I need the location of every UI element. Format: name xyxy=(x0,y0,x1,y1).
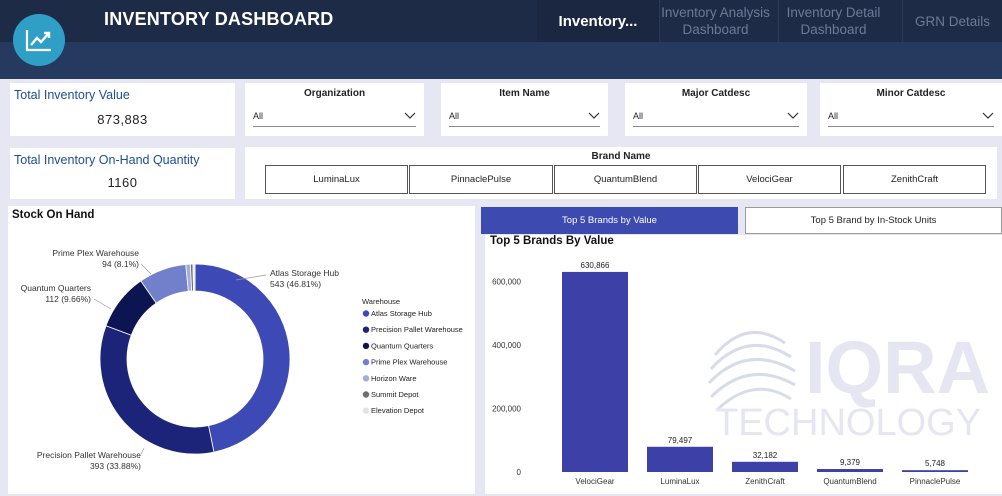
y-tick-label: 0 xyxy=(517,468,522,477)
dropdown-value: All xyxy=(633,110,644,121)
donut-slice[interactable] xyxy=(192,263,196,292)
chart-title: Stock On Hand xyxy=(12,209,95,221)
bar[interactable] xyxy=(902,470,968,472)
tab-grn-details[interactable]: GRN Details xyxy=(902,0,1002,42)
top5-brands-panel: Top 5 Brands By Value IQRA TECHNOLOGY 0 2… xyxy=(485,235,1002,494)
slice-labels: Atlas Storage Hub 543 (46.81%) Prime Ple… xyxy=(21,248,340,471)
filter-label: Minor Catdesc xyxy=(876,88,946,99)
x-tick-label: VelociGear xyxy=(575,477,614,486)
legend-marker xyxy=(362,326,370,333)
legend-item[interactable]: Elevation Depot xyxy=(371,406,425,415)
legend-marker xyxy=(362,342,370,350)
brand-option-luminalux[interactable]: LuminaLux xyxy=(265,165,408,194)
slice-label-name: Precision Pallet Warehouse xyxy=(37,450,141,460)
donut-slice[interactable] xyxy=(99,325,215,455)
filter-label: Item Name xyxy=(499,88,550,99)
slicer-label: Brand Name xyxy=(591,151,651,162)
donut-slice[interactable] xyxy=(194,263,291,453)
dropdown-value: All xyxy=(828,110,839,121)
legend-marker xyxy=(362,310,370,317)
bar[interactable] xyxy=(817,469,883,472)
chevron-down-icon xyxy=(787,112,799,119)
x-tick-label: PinnaclePulse xyxy=(910,477,961,486)
watermark-text: IQRA xyxy=(805,326,990,409)
bar-chart: IQRA TECHNOLOGY 0 200,000 400,000 600,000 6… xyxy=(492,261,990,486)
donut-chart: Atlas Storage Hub 543 (46.81%) Prime Ple… xyxy=(21,248,463,471)
major-catdesc-dropdown[interactable]: All xyxy=(633,105,799,127)
bar-value-label: 32,182 xyxy=(753,451,778,460)
tab-top5-by-units[interactable]: Top 5 Brand by In-Stock Units xyxy=(745,207,1002,234)
x-tick-label: LuminaLux xyxy=(660,477,699,486)
bar-value-label: 9,379 xyxy=(840,458,861,467)
organization-dropdown[interactable]: All xyxy=(253,105,416,127)
filter-label: Organization xyxy=(303,88,366,99)
watermark: IQRA TECHNOLOGY xyxy=(707,326,990,444)
legend-item[interactable]: Prime Plex Warehouse xyxy=(371,358,447,367)
brand-option-zenithcraft[interactable]: ZenithCraft xyxy=(843,165,986,194)
bar-value-label: 630,866 xyxy=(581,261,610,270)
on-hand-quantity-card: Total Inventory On-Hand Quantity 1160 xyxy=(10,148,235,199)
page-title: INVENTORY DASHBOARD xyxy=(104,9,334,29)
slice-label-name: Prime Plex Warehouse xyxy=(52,248,139,258)
kpi-value: 1160 xyxy=(107,175,138,190)
slice-label-name: Atlas Storage Hub xyxy=(270,268,339,278)
item-name-filter: Item Name All xyxy=(441,83,608,136)
header-bar: INVENTORY DASHBOARD Inventory... Invento… xyxy=(0,0,1002,79)
watermark-subtext: TECHNOLOGY xyxy=(715,402,981,444)
tab-inventory[interactable]: Inventory... xyxy=(537,0,659,42)
kpi-label: Total Inventory On-Hand Quantity xyxy=(14,153,200,167)
legend-title: Warehouse xyxy=(362,297,400,306)
stock-on-hand-panel: Stock On Hand Atlas Storage Hub 543 (46.… xyxy=(8,206,475,494)
chart-legend: Warehouse Atlas Storage Hub Precision Pal… xyxy=(362,297,463,415)
trend-chart-icon xyxy=(13,14,65,66)
slice-label-value: 112 (9.66%) xyxy=(45,294,91,304)
filter-label: Major Catdesc xyxy=(681,88,751,99)
tab-inventory-analysis[interactable]: Inventory Analysis Dashboard xyxy=(659,0,771,42)
y-tick-label: 600,000 xyxy=(492,278,521,287)
dropdown-value: All xyxy=(253,110,264,121)
legend-marker xyxy=(362,391,370,398)
slice-label-value: 393 (33.88%) xyxy=(90,461,141,471)
bar-value-label: 79,497 xyxy=(668,436,693,445)
slice-label-name: Quantum Quarters xyxy=(21,283,91,293)
x-tick-label: ZenithCraft xyxy=(745,477,785,486)
y-tick-label: 400,000 xyxy=(492,341,521,350)
callout-lines xyxy=(93,263,267,455)
brand-name-slicer: Brand Name LuminaLux PinnaclePulse Quant… xyxy=(245,147,997,199)
dropdown-value: All xyxy=(449,110,460,121)
item-name-dropdown[interactable]: All xyxy=(449,105,600,127)
chevron-down-icon xyxy=(404,112,416,119)
minor-catdesc-dropdown[interactable]: All xyxy=(828,105,994,127)
bar[interactable] xyxy=(647,446,713,472)
brand-option-quantumblend[interactable]: QuantumBlend xyxy=(554,165,697,194)
slice-label-value: 94 (8.1%) xyxy=(102,259,139,269)
chart-title: Top 5 Brands By Value xyxy=(490,235,614,247)
total-inventory-value-card: Total Inventory Value 873,883 xyxy=(10,83,235,136)
legend-marker xyxy=(362,375,370,382)
legend-marker xyxy=(362,407,370,414)
x-tick-label: QuantumBlend xyxy=(823,477,876,486)
legend-item[interactable]: Precision Pallet Warehouse xyxy=(371,325,463,334)
legend-item[interactable]: Summit Depot xyxy=(371,390,419,399)
tab-top5-by-value[interactable]: Top 5 Brands by Value xyxy=(481,207,738,234)
brand-option-pinnaclepulse[interactable]: PinnaclePulse xyxy=(409,165,553,194)
organization-filter: Organization All xyxy=(245,83,424,136)
chevron-down-icon xyxy=(588,112,600,119)
slice-label-value: 543 (46.81%) xyxy=(270,279,321,289)
kpi-value: 873,883 xyxy=(97,112,148,127)
legend-item[interactable]: Horizon Ware xyxy=(371,374,417,383)
kpi-label: Total Inventory Value xyxy=(14,88,130,102)
legend-item[interactable]: Quantum Quarters xyxy=(371,341,433,350)
legend-marker xyxy=(362,358,370,366)
major-catdesc-filter: Major Catdesc All xyxy=(625,83,807,136)
brand-option-velocigear[interactable]: VelociGear xyxy=(698,165,841,194)
bar-value-label: 5,748 xyxy=(925,459,946,468)
legend-item[interactable]: Atlas Storage Hub xyxy=(371,309,432,318)
bar[interactable] xyxy=(732,461,798,472)
chevron-down-icon xyxy=(982,112,994,119)
tab-inventory-detail[interactable]: Inventory Detail Dashboard xyxy=(778,0,888,42)
minor-catdesc-filter: Minor Catdesc All xyxy=(820,83,1002,136)
bar[interactable] xyxy=(562,271,628,472)
y-tick-label: 200,000 xyxy=(492,405,521,414)
